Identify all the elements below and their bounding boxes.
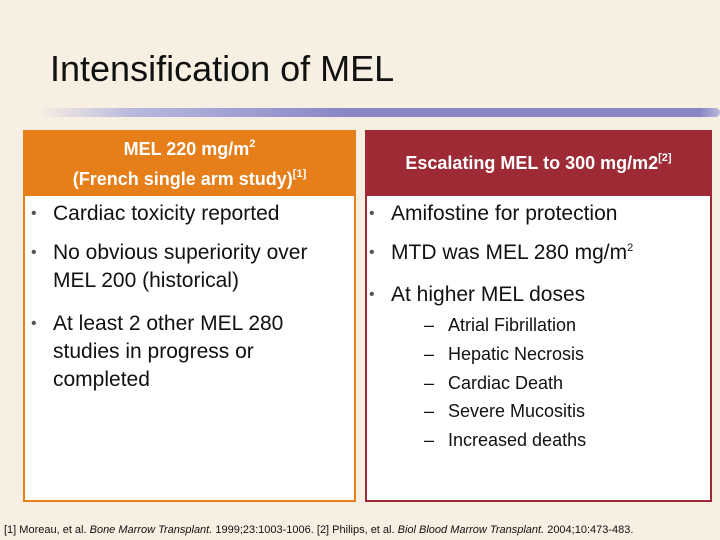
right-bullet-text: At higher MEL doses	[391, 283, 586, 306]
dash-icon: –	[424, 430, 435, 450]
right-bullet-text: Amifostine for protection	[391, 202, 618, 225]
sub-item-text: Hepatic Necrosis	[448, 344, 585, 364]
bullet-icon: •	[369, 244, 375, 261]
footnote-part1: [1] Moreau, et al.	[4, 524, 90, 536]
sub-list-item: – Atrial Fibrillation	[424, 311, 576, 340]
left-panel: MEL 220 mg/m2 (French single arm study)[…	[23, 130, 356, 502]
sub-item-text: Cardiac Death	[448, 373, 564, 393]
sub-item-text: Increased deaths	[448, 430, 587, 450]
dash-icon: –	[424, 373, 435, 393]
left-panel-header: MEL 220 mg/m2 (French single arm study)[…	[23, 130, 356, 196]
sub-list-item: – Hepatic Necrosis	[424, 340, 584, 369]
sub-list-item: – Severe Mucositis	[424, 397, 585, 426]
sub-item-text: Severe Mucositis	[448, 401, 586, 421]
bullet-icon: •	[369, 286, 375, 303]
left-bullet-text: Cardiac toxicity reported	[53, 202, 280, 225]
left-header-line2: (French single arm study)	[72, 169, 293, 189]
footnote-part2: 1999;23:1003-1006. [2] Philips, et al.	[212, 524, 398, 536]
left-bullet: • No obvious superiority over MEL 200 (h…	[31, 239, 351, 295]
bullet-icon: •	[31, 315, 37, 332]
dash-icon: –	[424, 401, 435, 421]
left-bullet: • At least 2 other MEL 280 studies in pr…	[31, 310, 331, 394]
left-header-line2-sup: [1]	[292, 168, 307, 180]
right-bullet: • Amifostine for protection	[369, 200, 699, 228]
bullet-icon: •	[369, 205, 375, 222]
left-header-line1-sup: 2	[249, 138, 256, 150]
footnote-part3: 2004;10:473-483.	[544, 524, 634, 536]
bullet-icon: •	[31, 244, 37, 261]
right-header-text: Escalating MEL to 300 mg/m2	[405, 153, 659, 173]
right-bullet-sup: 2	[627, 242, 634, 254]
right-bullet: • MTD was MEL 280 mg/m2	[369, 239, 699, 267]
right-header-sup: [2]	[658, 152, 672, 164]
sub-list-item: – Cardiac Death	[424, 369, 563, 398]
dash-icon: –	[424, 315, 435, 335]
right-panel-header: Escalating MEL to 300 mg/m2[2]	[365, 130, 712, 196]
left-header-line1: MEL 220 mg/m	[123, 139, 250, 159]
left-bullet-text: No obvious superiority over MEL 200 (his…	[53, 241, 308, 292]
sub-item-text: Atrial Fibrillation	[448, 315, 577, 335]
left-bullet: • Cardiac toxicity reported	[31, 200, 351, 228]
footnote-journal1: Bone Marrow Transplant.	[89, 524, 213, 536]
right-panel: Escalating MEL to 300 mg/m2[2] • Amifost…	[365, 130, 712, 502]
right-bullet: • At higher MEL doses	[369, 281, 699, 309]
slide-title: Intensification of MEL	[50, 48, 395, 89]
bullet-icon: •	[31, 205, 37, 222]
left-bullet-text: At least 2 other MEL 280 studies in prog…	[53, 312, 284, 391]
dash-icon: –	[424, 344, 435, 364]
sub-list-item: – Increased deaths	[424, 426, 586, 455]
title-underline-bar	[38, 108, 720, 117]
references-footnote: [1] Moreau, et al. Bone Marrow Transplan…	[4, 524, 633, 536]
footnote-journal2: Biol Blood Marrow Transplant.	[397, 524, 545, 536]
right-bullet-text: MTD was MEL 280 mg/m	[391, 241, 628, 264]
